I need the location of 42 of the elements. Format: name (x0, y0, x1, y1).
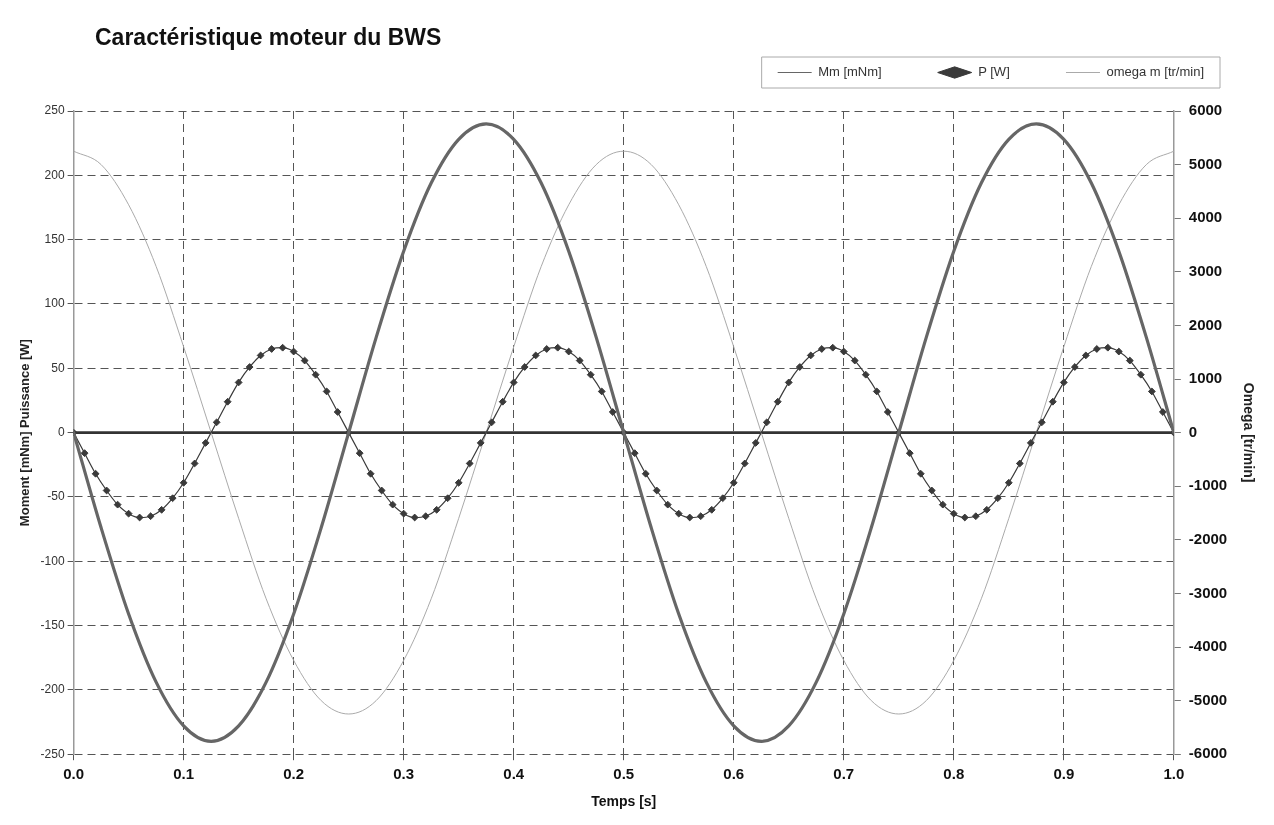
y-tick-label: 100 (44, 296, 65, 311)
x-tick-label: 0.5 (613, 765, 635, 783)
legend-label: Mm [mNm] (818, 64, 882, 80)
y2-tick-label: 6000 (1188, 101, 1223, 119)
y-tick-label: 200 (44, 167, 65, 182)
y-tick-label: 50 (51, 360, 65, 375)
y2-tick-label: -3000 (1188, 583, 1228, 601)
x-tick-label: 0.3 (393, 765, 415, 783)
x-tick-label: 0.0 (63, 765, 85, 783)
legend-label: omega m [tr/min] (1106, 64, 1205, 80)
y-tick-label: -50 (47, 489, 65, 504)
y2-tick-label: -5000 (1188, 690, 1228, 708)
legend-label: P [W] (978, 64, 1010, 80)
x-tick-label: 0.2 (283, 765, 305, 783)
y2-tick-label: -1000 (1188, 476, 1228, 494)
y2-tick-label: 4000 (1188, 208, 1223, 226)
y-tick-label: -200 (40, 682, 65, 697)
y2-tick-label: 1000 (1188, 369, 1223, 387)
y2-tick-label: 0 (1188, 422, 1198, 440)
x-tick-label: 0.7 (833, 765, 855, 783)
y2-tick-label: 5000 (1188, 154, 1223, 172)
y2-axis-title: Omega [tr/min] (1240, 382, 1257, 483)
x-tick-label: 0.6 (723, 765, 745, 783)
y-tick-label: 150 (44, 231, 65, 246)
chart-title: Caractéristique moteur du BWS (95, 24, 442, 51)
x-tick-label: 0.1 (173, 765, 195, 783)
y2-tick-label: -4000 (1188, 637, 1228, 655)
x-tick-label: 0.8 (943, 765, 965, 783)
x-tick-label: 0.9 (1053, 765, 1075, 783)
x-tick-label: 1.0 (1163, 765, 1185, 783)
y-tick-label: -100 (40, 553, 65, 568)
x-axis-title: Temps [s] (591, 793, 657, 810)
y-tick-label: 250 (44, 103, 65, 118)
y-axis-title: Moment [mNm] Puissance [W] (17, 339, 33, 527)
y2-tick-label: 2000 (1188, 315, 1223, 333)
y-tick-label: 0 (57, 424, 65, 439)
y2-tick-label: 3000 (1188, 261, 1223, 279)
y2-tick-label: -2000 (1188, 529, 1228, 547)
y2-tick-label: -6000 (1188, 744, 1228, 762)
y-tick-label: -150 (40, 617, 65, 632)
y-tick-label: -250 (40, 746, 65, 761)
x-tick-label: 0.4 (503, 765, 525, 783)
